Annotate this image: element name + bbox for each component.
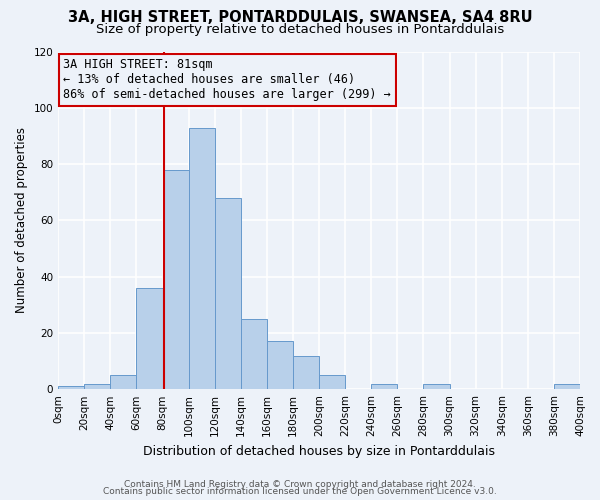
Bar — [241, 319, 267, 390]
Text: Size of property relative to detached houses in Pontarddulais: Size of property relative to detached ho… — [96, 22, 504, 36]
Bar — [293, 356, 319, 390]
Bar — [58, 386, 84, 390]
Bar — [84, 384, 110, 390]
Bar — [319, 375, 345, 390]
Bar — [424, 384, 449, 390]
Text: Contains public sector information licensed under the Open Government Licence v3: Contains public sector information licen… — [103, 487, 497, 496]
Bar — [163, 170, 188, 390]
Y-axis label: Number of detached properties: Number of detached properties — [15, 128, 28, 314]
Bar — [136, 288, 163, 390]
Bar — [215, 198, 241, 390]
Text: Contains HM Land Registry data © Crown copyright and database right 2024.: Contains HM Land Registry data © Crown c… — [124, 480, 476, 489]
Text: 3A HIGH STREET: 81sqm
← 13% of detached houses are smaller (46)
86% of semi-deta: 3A HIGH STREET: 81sqm ← 13% of detached … — [64, 58, 391, 102]
Text: 3A, HIGH STREET, PONTARDDULAIS, SWANSEA, SA4 8RU: 3A, HIGH STREET, PONTARDDULAIS, SWANSEA,… — [68, 10, 532, 25]
X-axis label: Distribution of detached houses by size in Pontarddulais: Distribution of detached houses by size … — [143, 444, 495, 458]
Bar — [188, 128, 215, 390]
Bar — [110, 375, 136, 390]
Bar — [554, 384, 580, 390]
Bar — [371, 384, 397, 390]
Bar — [267, 342, 293, 390]
